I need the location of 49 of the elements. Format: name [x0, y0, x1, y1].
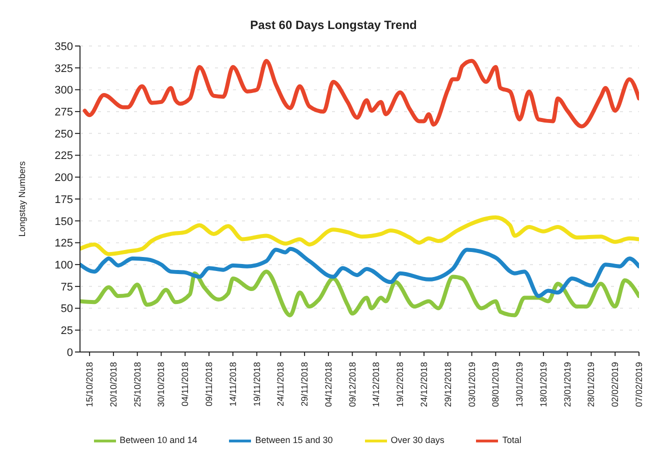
x-tick-label: 19/11/2018 — [252, 362, 262, 406]
x-tick-label: 15/10/2018 — [84, 362, 95, 408]
y-tick-label: 50 — [60, 303, 73, 316]
y-tick-label: 100 — [54, 259, 73, 272]
y-tick-label: 275 — [54, 106, 73, 118]
y-tick-label: 75 — [60, 281, 73, 294]
chart-title: Past 60 Days Longstay Trend — [249, 17, 418, 34]
x-tick-label: 14/11/2018 — [228, 362, 238, 406]
x-tick-label: 18/01/2019 — [538, 362, 548, 408]
legend-label: Between 15 and 30 — [255, 435, 333, 446]
line-series — [80, 215, 639, 256]
y-tick-label: 250 — [54, 128, 73, 140]
y-tick-label: 175 — [54, 194, 73, 206]
legend-label: Between 10 and 14 — [120, 435, 198, 446]
legend-label: Over 30 days — [390, 435, 444, 446]
y-tick-label: 325 — [54, 62, 73, 75]
y-tick-label: 125 — [54, 238, 73, 250]
x-tick-label: 09/11/2018 — [204, 362, 214, 406]
x-tick-label: 29/11/2018 — [300, 362, 310, 406]
x-tick-label: 28/01/2019 — [586, 362, 596, 408]
x-tick-label: 24/12/2018 — [419, 362, 429, 408]
y-tick-label: 0 — [66, 346, 73, 359]
x-tick-label: 25/10/2018 — [132, 362, 142, 408]
x-tick-label: 02/02/2019 — [610, 362, 620, 408]
line-series — [80, 270, 639, 318]
x-tick-label: 23/01/2019 — [562, 362, 572, 408]
line-series — [82, 58, 639, 128]
x-tick-label: 13/01/2019 — [514, 362, 525, 408]
y-tick-label: 350 — [54, 40, 73, 53]
x-tick-label: 30/10/2018 — [156, 362, 166, 408]
x-tick-label: 09/12/2018 — [347, 362, 358, 408]
x-tick-label: 04/11/2018 — [180, 362, 190, 406]
x-tick-label: 04/12/2018 — [323, 362, 334, 408]
x-tick-label: 08/01/2019 — [490, 362, 501, 408]
y-tick-label: 150 — [54, 216, 73, 228]
y-tick-label: 300 — [54, 84, 73, 97]
line-series — [80, 246, 639, 298]
x-tick-label: 19/12/2018 — [395, 362, 406, 408]
y-tick-label: 25 — [60, 325, 73, 338]
y-axis-title: Longstay Numbers — [17, 160, 28, 237]
legend-label: Total — [502, 435, 522, 446]
y-tick-label: 225 — [54, 150, 73, 162]
x-tick-label: 03/01/2019 — [466, 362, 477, 408]
y-tick-label: 200 — [54, 172, 73, 184]
x-tick-label: 29/12/2018 — [442, 362, 453, 408]
x-tick-label: 07/02/2019 — [634, 362, 644, 408]
x-tick-label: 14/12/2018 — [371, 362, 382, 408]
x-tick-label: 24/11/2018 — [276, 362, 286, 406]
x-tick-label: 20/10/2018 — [108, 362, 118, 408]
